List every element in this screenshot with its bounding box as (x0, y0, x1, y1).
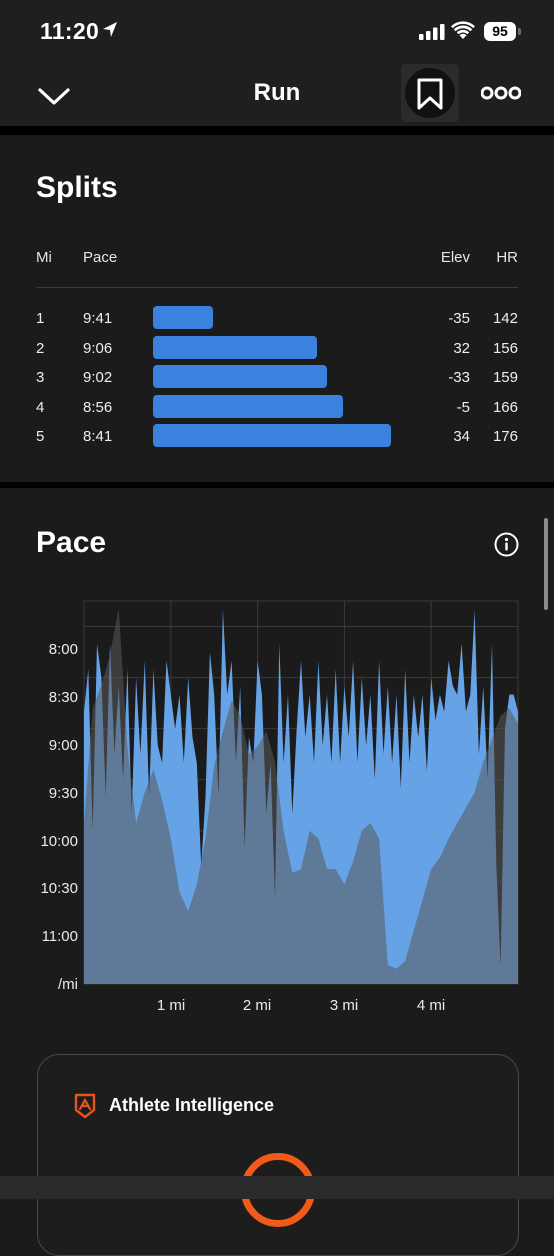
x-tick-label: 4 mi (416, 997, 446, 1014)
split-elev: 32 (453, 340, 470, 357)
split-mile: 5 (36, 428, 45, 445)
chevron-down-icon[interactable] (34, 78, 74, 112)
bottom-toolbar (0, 1176, 554, 1199)
split-hr: 176 (492, 428, 518, 445)
split-hr: 159 (492, 369, 518, 386)
split-pace-bar (153, 365, 327, 388)
status-time: 11:20 (40, 18, 100, 44)
y-tick-label: 10:30 (40, 880, 78, 897)
split-elev: -5 (456, 399, 470, 416)
info-icon[interactable] (494, 532, 519, 557)
nav-bar: Run (0, 62, 554, 127)
splits-header-mi: Mi (36, 249, 52, 266)
split-row: 2 9:06 32 156 (0, 336, 554, 366)
split-pace: 9:06 (83, 340, 113, 357)
split-row: 5 8:41 34 176 (0, 424, 554, 454)
splits-header-pace: Pace (83, 249, 118, 266)
split-pace: 9:41 (83, 310, 113, 327)
split-hr: 166 (492, 399, 518, 416)
more-options-icon[interactable] (481, 82, 521, 104)
split-pace-bar (153, 336, 317, 359)
elevation-area (84, 608, 518, 984)
split-elev: 34 (453, 428, 470, 445)
cellular-signal-icon (419, 24, 445, 40)
section-divider (0, 126, 554, 135)
x-tick-label: 1 mi (156, 997, 186, 1014)
wifi-icon (451, 21, 475, 39)
y-tick-label: 8:00 (48, 641, 78, 658)
scrollbar-thumb[interactable] (544, 518, 548, 610)
y-tick-label: 10:00 (40, 833, 78, 850)
split-mile: 3 (36, 369, 45, 386)
bookmark-button-bg (405, 68, 455, 118)
battery-cap (518, 28, 521, 35)
y-axis-unit-label: /mi (58, 976, 78, 993)
pace-area (84, 609, 518, 984)
athlete-intelligence-card[interactable]: Athlete Intelligence (37, 1054, 519, 1256)
split-row: 4 8:56 -5 166 (0, 395, 554, 425)
splits-header-elev: Elev (440, 249, 470, 266)
x-tick-label: 3 mi (329, 997, 359, 1014)
bookmark-icon (417, 78, 443, 110)
split-pace: 8:56 (83, 399, 113, 416)
split-mile: 2 (36, 340, 45, 357)
split-pace-bar (153, 424, 391, 447)
section-divider (0, 482, 554, 488)
splits-header-hr: HR (496, 249, 518, 266)
y-tick-label: 11:00 (41, 928, 78, 945)
split-pace-bar (153, 306, 213, 329)
split-row: 3 9:02 -33 159 (0, 365, 554, 395)
pace-chart (83, 600, 519, 985)
split-pace-bar (153, 395, 343, 418)
splits-header-rule (36, 287, 518, 288)
split-elev: -33 (448, 369, 470, 386)
y-tick-label: 8:30 (48, 689, 78, 706)
battery-indicator: 95 (484, 22, 516, 41)
split-hr: 142 (492, 310, 518, 327)
split-elev: -35 (448, 310, 470, 327)
y-tick-label: 9:30 (48, 785, 78, 802)
page-title: Run (253, 79, 301, 106)
pace-title: Pace (36, 526, 107, 559)
y-tick-label: 9:00 (48, 737, 78, 754)
split-pace: 9:02 (83, 369, 113, 386)
splits-title: Splits (36, 171, 118, 204)
split-row: 1 9:41 -35 142 (0, 306, 554, 336)
x-tick-label: 2 mi (242, 997, 272, 1014)
athlete-intelligence-logo-icon (74, 1093, 96, 1119)
split-pace: 8:41 (83, 428, 113, 445)
split-mile: 1 (36, 310, 45, 327)
bookmark-button[interactable] (401, 64, 459, 122)
split-mile: 4 (36, 399, 45, 416)
athlete-intelligence-title: Athlete Intelligence (109, 1095, 275, 1115)
status-bar: 11:20 95 (0, 0, 554, 62)
split-hr: 156 (492, 340, 518, 357)
location-arrow-icon (103, 22, 117, 37)
